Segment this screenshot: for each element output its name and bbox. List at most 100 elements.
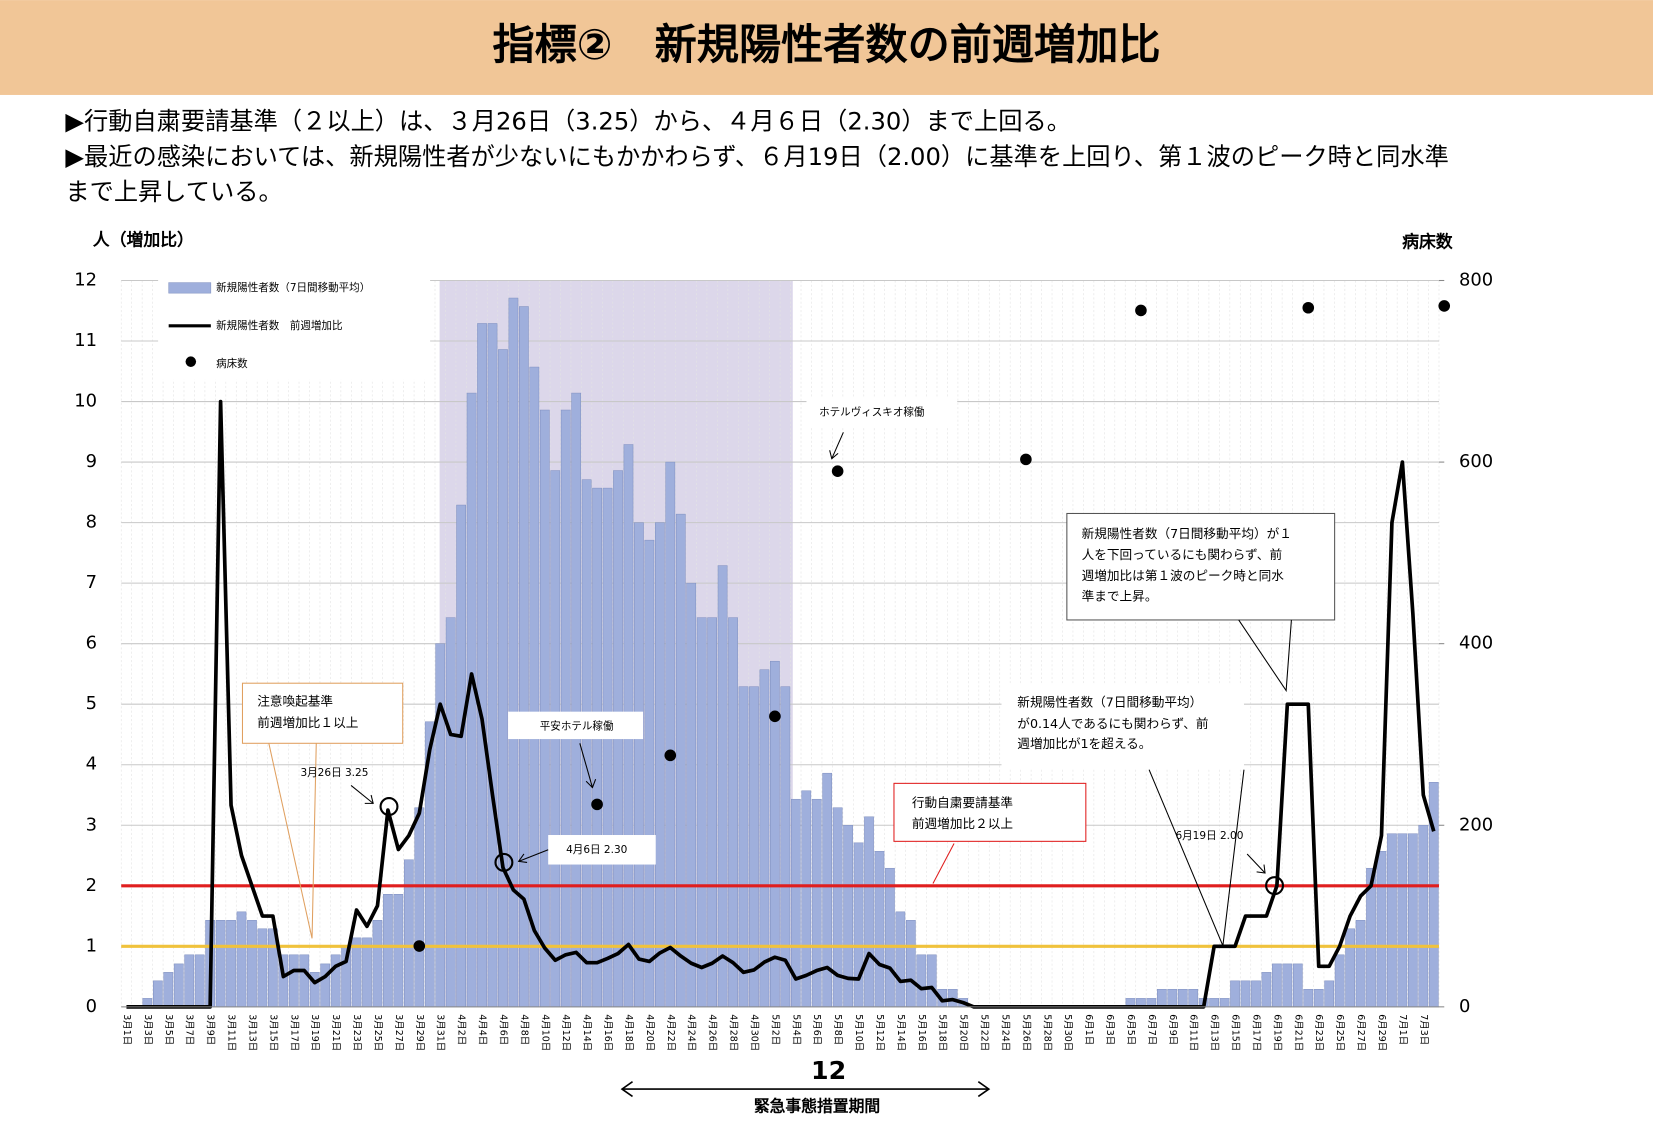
bar: [539, 409, 550, 1008]
annotation-texts: 注意喚起基準 前週増加比１以上 3月26日 3.25 平安ホテル稼働 4月6日 …: [257, 405, 1292, 855]
bar: [351, 937, 362, 1008]
legend-swatch: [168, 282, 212, 294]
annotation-box: [1001, 683, 1244, 770]
bar: [1418, 824, 1429, 1008]
y-tick-label: 0: [86, 996, 97, 1017]
annotation-text: 人を下回っているにも関わらず、前: [1082, 547, 1282, 562]
bar: [592, 487, 602, 1008]
y-tick-label: 12: [74, 269, 97, 290]
x-tick-label: 3月31日: [435, 1014, 446, 1051]
x-tick-label: 4月14日: [581, 1014, 592, 1051]
bar: [571, 392, 582, 1008]
annotation-text: 平安ホテル稼働: [540, 719, 614, 732]
y2-tick-label: 800: [1459, 269, 1493, 290]
legend-box: [158, 276, 431, 380]
highlight-circle: [379, 797, 399, 817]
x-tick-label: 3月19日: [309, 1014, 320, 1051]
bar: [257, 928, 268, 1008]
bar: [163, 972, 174, 1008]
bar: [487, 323, 498, 1008]
y-tick-label: 10: [74, 391, 97, 412]
bar: [864, 816, 874, 1008]
bar: [905, 920, 916, 1008]
x-tick-label: 3月17日: [288, 1014, 299, 1051]
body-line: ▶行動自粛要請基準（２以上）は、３月26日（3.25）から、４月６日（2.30）…: [65, 106, 1071, 135]
bar: [811, 798, 822, 1008]
dot: [1438, 300, 1451, 312]
legend: 新規陽性者数（7日間移動平均） 新規陽性者数 前週増加比 病床数: [158, 276, 431, 380]
y2-tick-label: 400: [1459, 633, 1493, 654]
bar: [173, 963, 184, 1008]
x-tick-label: 4月16日: [602, 1014, 613, 1051]
legend-label: 新規陽性者数（7日間移動平均）: [216, 281, 370, 294]
x-tick-label: 6月1日: [1083, 1014, 1094, 1045]
annotation-text: 6月19日 2.00: [1175, 830, 1243, 842]
bar: [498, 349, 508, 1008]
annotation-box: [1066, 512, 1336, 621]
y2-tick-label: 600: [1459, 451, 1493, 472]
bar: [1387, 833, 1397, 1008]
callout: [1238, 619, 1292, 693]
highlight-circle: [494, 852, 514, 872]
x-tick-label: 3月21日: [330, 1014, 341, 1051]
annotation-box: [893, 782, 1087, 842]
bar: [1397, 833, 1408, 1008]
bar: [1303, 989, 1314, 1008]
bar: [226, 920, 236, 1008]
x-tick-label: 4月2日: [456, 1014, 467, 1045]
bar: [1292, 963, 1303, 1008]
arrow: [350, 785, 374, 804]
line: [126, 399, 1436, 1009]
bar: [1209, 998, 1219, 1008]
x-tick-label: 5月22日: [979, 1014, 990, 1051]
x-tick-label: 6月13日: [1209, 1014, 1220, 1051]
bar: [1355, 920, 1366, 1008]
chart-title: 指標② 新規陽性者数の前週増加比: [492, 20, 1160, 69]
page-number: 12: [811, 1056, 846, 1085]
callout: [932, 843, 955, 884]
period-label: 緊急事態措置期間: [754, 1096, 880, 1115]
bar: [1167, 989, 1178, 1008]
bar: [299, 954, 310, 1008]
arrow: [579, 743, 593, 788]
x-tick-label: 3月3日: [142, 1014, 153, 1045]
x-tick-label: 5月18日: [937, 1014, 948, 1051]
x-tick-label: 5月10日: [853, 1014, 864, 1051]
bar: [152, 980, 163, 1008]
bar: [1261, 972, 1272, 1008]
bar: [759, 669, 770, 1008]
x-tick-label: 4月22日: [665, 1014, 676, 1051]
dot: [1135, 304, 1147, 317]
x-tick-label: 3月29日: [414, 1014, 425, 1051]
bar: [581, 479, 592, 1008]
arrow-head: [977, 1081, 991, 1098]
bar: [445, 617, 456, 1008]
annotation-text: 新規陽性者数（7日間移動平均）が１: [1082, 526, 1292, 541]
y2-tick-label: 0: [1459, 996, 1470, 1017]
arrow: [831, 432, 844, 459]
x-tick-label: 4月24日: [686, 1014, 697, 1051]
y-tick-label: 2: [86, 875, 97, 896]
x-tick-label: 6月21日: [1292, 1014, 1303, 1051]
x-tick-label: 6月17日: [1250, 1014, 1261, 1051]
x-tick-label: 3月25日: [372, 1014, 383, 1051]
bar: [853, 842, 864, 1008]
annotation-text: 準まで上昇。: [1082, 588, 1158, 603]
bar: [1282, 963, 1293, 1008]
bar: [508, 297, 519, 1008]
bar: [696, 617, 707, 1008]
x-tick-label: 3月27日: [393, 1014, 404, 1051]
highlight-circle: [1265, 876, 1285, 896]
x-tick-label: 5月6日: [811, 1014, 822, 1045]
bar: [1407, 833, 1418, 1008]
dot: [1302, 301, 1315, 314]
y-tick-label: 4: [86, 754, 97, 775]
x-tick-label: 5月30日: [1062, 1014, 1073, 1051]
bar: [749, 686, 759, 1008]
dots: [413, 300, 1451, 952]
dot: [413, 940, 426, 952]
bar: [1251, 980, 1261, 1008]
x-tick-label: 3月7日: [184, 1014, 195, 1045]
